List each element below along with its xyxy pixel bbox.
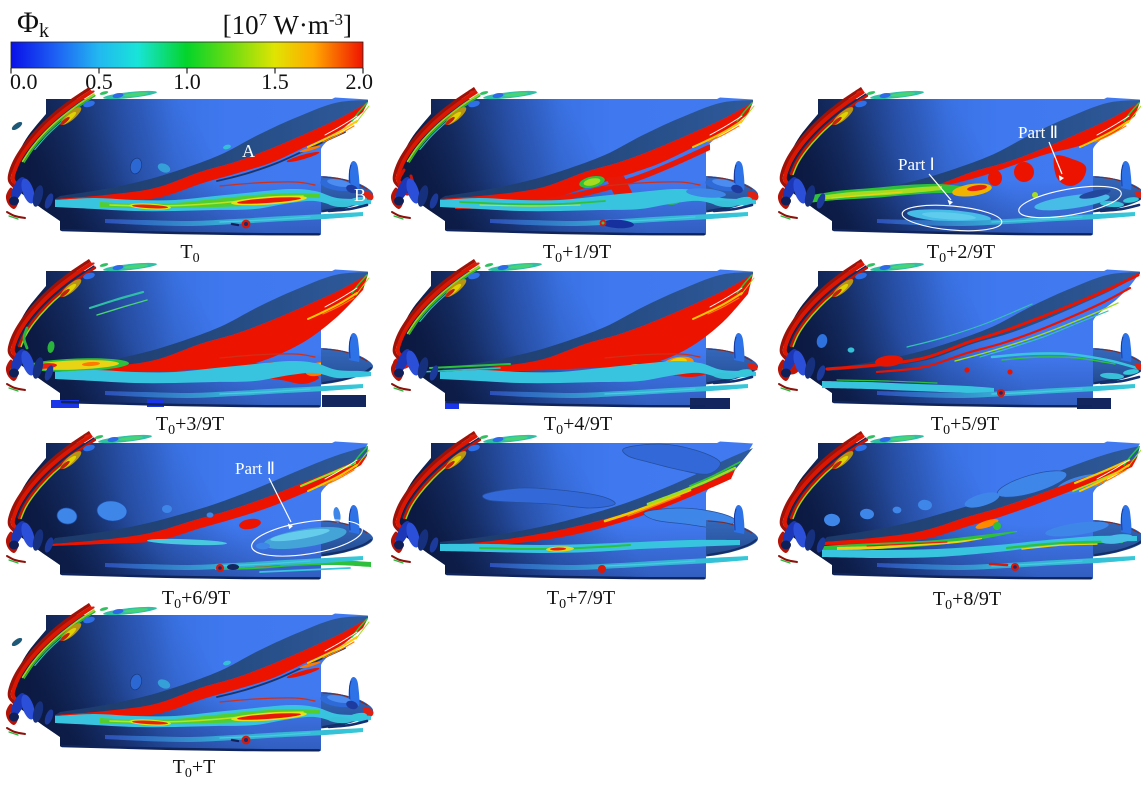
svg-text:A: A xyxy=(242,141,255,161)
svg-text:1.0: 1.0 xyxy=(173,69,201,94)
svg-text:T0+6/9T: T0+6/9T xyxy=(162,587,230,612)
svg-text:B: B xyxy=(354,185,366,205)
svg-text:T0+1/9T: T0+1/9T xyxy=(543,241,611,266)
svg-text:T0+7/9T: T0+7/9T xyxy=(547,587,615,612)
svg-text:T0+3/9T: T0+3/9T xyxy=(156,413,224,438)
svg-text:Part Ⅰ: Part Ⅰ xyxy=(898,155,935,174)
svg-text:T0+T: T0+T xyxy=(173,756,216,781)
svg-text:Part Ⅱ: Part Ⅱ xyxy=(235,459,275,478)
svg-text:T0+4/9T: T0+4/9T xyxy=(544,413,612,438)
svg-text:T0+2/9T: T0+2/9T xyxy=(927,241,995,266)
svg-text:T0+8/9T: T0+8/9T xyxy=(933,588,1001,613)
svg-text:0.0: 0.0 xyxy=(10,69,38,94)
svg-text:[107 W·m-3]: [107 W·m-3] xyxy=(223,10,352,40)
svg-text:Part Ⅱ: Part Ⅱ xyxy=(1018,123,1058,142)
svg-text:2.0: 2.0 xyxy=(346,69,374,94)
svg-text:1.5: 1.5 xyxy=(261,69,289,94)
svg-text:T0+5/9T: T0+5/9T xyxy=(931,413,999,438)
